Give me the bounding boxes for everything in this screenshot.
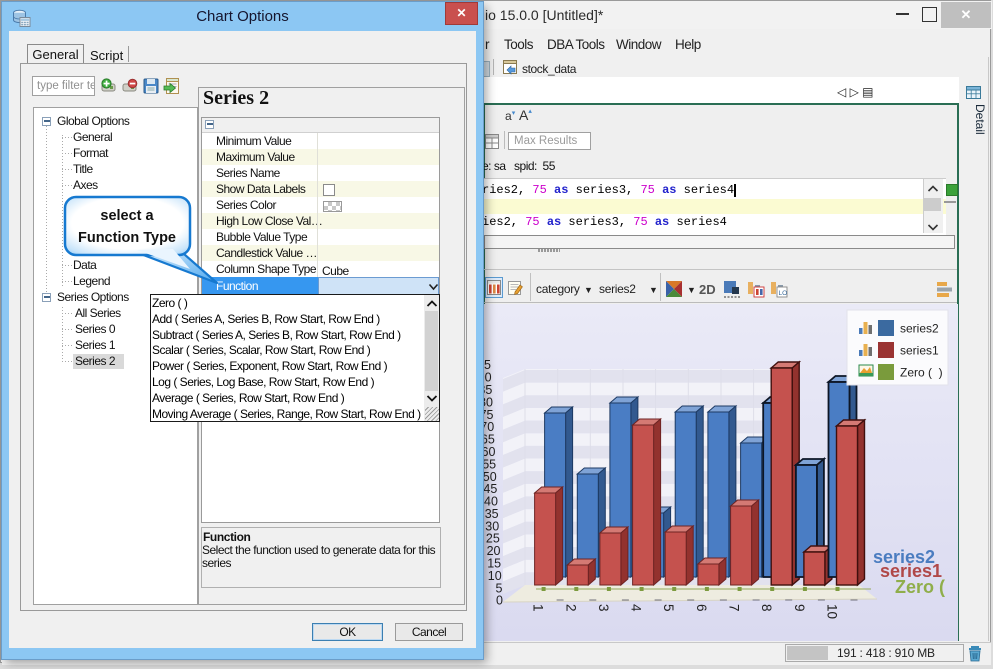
svg-text:95: 95	[484, 358, 491, 372]
svg-text:Zero (: Zero (	[895, 577, 945, 597]
svg-text:25: 25	[486, 532, 500, 546]
svg-text:60: 60	[484, 445, 495, 459]
svg-text:75: 75	[484, 408, 494, 422]
svg-text:50: 50	[484, 470, 497, 484]
svg-text:30: 30	[485, 519, 499, 533]
svg-text:8: 8	[759, 604, 774, 612]
svg-text:7: 7	[727, 604, 742, 612]
svg-text:4: 4	[629, 604, 644, 612]
svg-text:series2: series2	[900, 322, 939, 336]
svg-text:3: 3	[596, 604, 611, 612]
svg-text:10: 10	[488, 569, 502, 583]
svg-text:90: 90	[484, 371, 492, 385]
svg-text:55: 55	[484, 457, 496, 471]
svg-text:45: 45	[484, 482, 497, 496]
svg-text:2: 2	[563, 604, 578, 612]
svg-text:35: 35	[485, 507, 499, 521]
svg-text:80: 80	[484, 395, 493, 409]
svg-text:6: 6	[694, 604, 709, 612]
svg-text:9: 9	[792, 604, 807, 612]
svg-text:series2: series2	[873, 547, 935, 567]
svg-text:series1: series1	[900, 344, 939, 358]
svg-text:20: 20	[487, 544, 501, 558]
svg-text:0: 0	[496, 594, 503, 608]
svg-text:5: 5	[661, 604, 676, 612]
svg-text:LO: LO	[779, 290, 788, 297]
svg-text:series1: series1	[880, 561, 942, 581]
svg-text:1: 1	[531, 604, 546, 612]
svg-text:10: 10	[825, 604, 840, 619]
svg-text:85: 85	[484, 383, 492, 397]
svg-text:65: 65	[484, 433, 495, 447]
svg-text:Zero ( ): Zero ( )	[900, 366, 943, 380]
svg-text:70: 70	[484, 420, 494, 434]
svg-text:40: 40	[484, 495, 498, 509]
svg-text:select a: select a	[100, 208, 154, 224]
svg-text:15: 15	[487, 557, 501, 571]
svg-text:5: 5	[495, 581, 502, 595]
svg-text:Function Type: Function Type	[78, 230, 176, 246]
